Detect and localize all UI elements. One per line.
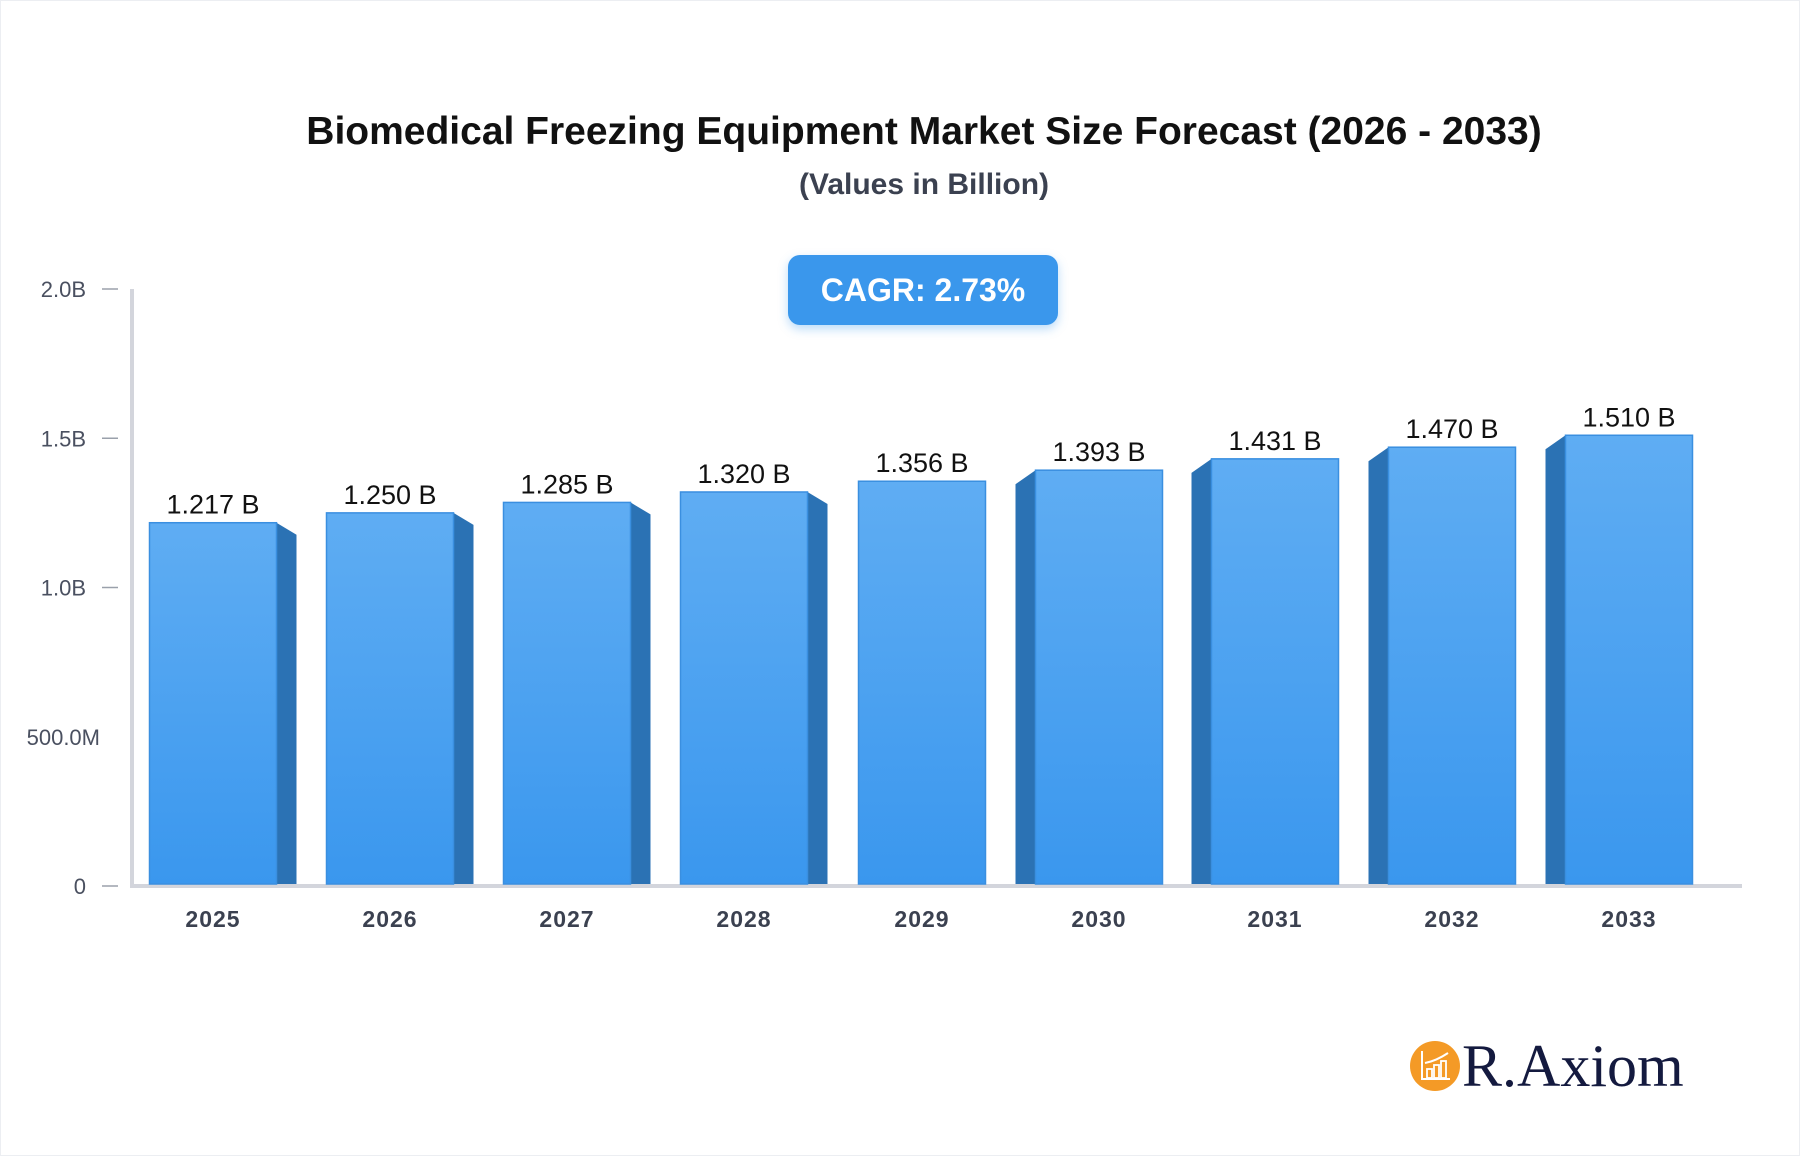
- x-tick-label: 2025: [185, 906, 240, 932]
- x-tick-label: 2033: [1601, 906, 1656, 932]
- x-tick-label: 2027: [539, 906, 594, 932]
- data-label: 1.285 B: [520, 469, 613, 499]
- y-tick-label: 1.0B: [41, 576, 86, 601]
- data-label: 1.393 B: [1052, 437, 1145, 467]
- x-tick-label: 2032: [1424, 906, 1479, 932]
- data-label: 1.470 B: [1405, 414, 1498, 444]
- logo-text: R.Axiom: [1462, 1033, 1684, 1099]
- x-tick-label: 2028: [716, 906, 771, 932]
- bar: [1034, 469, 1164, 885]
- cagr-badge: CAGR: 2.73%: [788, 255, 1058, 325]
- x-tick-label: 2030: [1071, 906, 1126, 932]
- data-label: 1.431 B: [1228, 426, 1321, 456]
- bar: [325, 512, 455, 885]
- bar: [1210, 458, 1340, 885]
- bar-side: [276, 522, 297, 884]
- y-tick-label: 2.0B: [41, 277, 86, 302]
- logo-chart-icon: [1410, 1041, 1460, 1091]
- data-label: 1.217 B: [166, 490, 259, 520]
- bar: [148, 521, 278, 885]
- bar: [679, 491, 809, 885]
- bar-side: [1368, 447, 1389, 884]
- data-label: 1.356 B: [875, 448, 968, 478]
- bar-side: [1191, 458, 1212, 884]
- bar: [502, 501, 632, 885]
- x-tick-label: 2029: [894, 906, 949, 932]
- bar-side: [807, 491, 828, 884]
- bar-side: [453, 512, 474, 884]
- chart-title: Biomedical Freezing Equipment Market Siz…: [306, 110, 1542, 153]
- data-label: 1.320 B: [697, 459, 790, 489]
- chart-subtitle: (Values in Billion): [798, 168, 1050, 201]
- y-tick-label: 500.0M: [27, 725, 100, 750]
- bar-side: [1015, 470, 1036, 884]
- bar-side: [1545, 435, 1566, 884]
- data-label: 1.250 B: [343, 480, 436, 510]
- bar: [857, 480, 987, 885]
- bar: [1564, 434, 1694, 885]
- y-tick-label: 1.5B: [41, 426, 86, 451]
- x-tick-label: 2026: [362, 906, 417, 932]
- y-tick-label: 0: [74, 874, 86, 899]
- bar-side: [630, 502, 651, 884]
- x-tick-label: 2031: [1247, 906, 1302, 932]
- logo: R.Axiom: [1410, 1036, 1684, 1096]
- bar: [1387, 446, 1517, 885]
- data-label: 1.510 B: [1582, 402, 1675, 432]
